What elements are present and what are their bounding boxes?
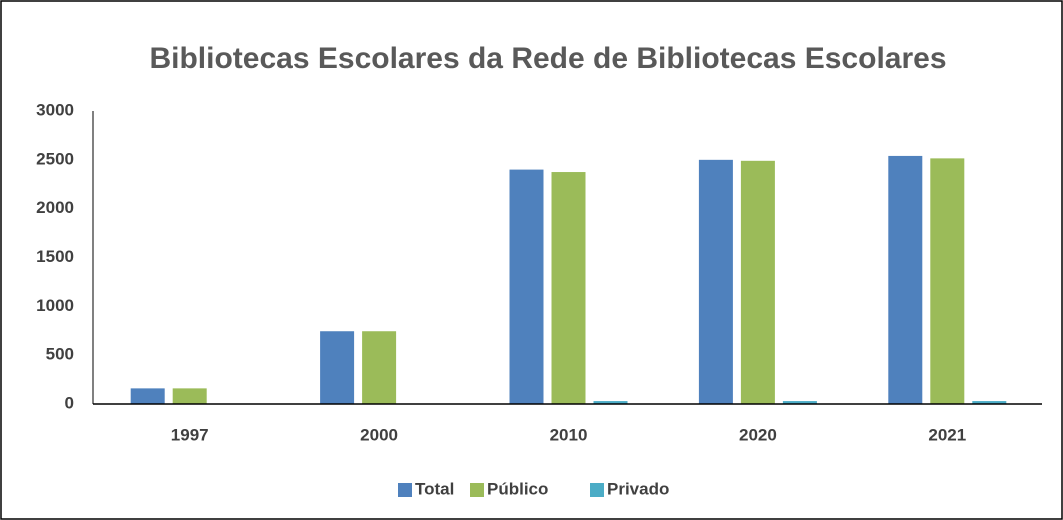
- bar: [740, 160, 775, 404]
- legend-label: Privado: [607, 479, 669, 498]
- bar: [782, 401, 817, 404]
- x-tick-label: 2000: [360, 425, 398, 444]
- bar: [130, 388, 165, 404]
- bar: [888, 155, 923, 404]
- bar: [172, 388, 207, 404]
- legend-label: Total: [415, 479, 454, 498]
- y-tick-label: 1000: [36, 296, 74, 315]
- bar: [930, 158, 965, 404]
- bar: [593, 401, 628, 404]
- chart-title: Bibliotecas Escolares da Rede de Bibliot…: [149, 42, 946, 75]
- bar: [320, 331, 355, 404]
- legend-swatch: [470, 483, 484, 497]
- bar: [509, 169, 544, 404]
- bar: [698, 159, 733, 404]
- x-tick-label: 1997: [171, 425, 209, 444]
- y-tick-label: 2000: [36, 198, 74, 217]
- legend-swatch: [590, 483, 604, 497]
- legend-label: Público: [487, 479, 548, 498]
- x-tick-label: 2020: [739, 425, 777, 444]
- y-tick-label: 500: [46, 345, 74, 364]
- y-tick-label: 2500: [36, 149, 74, 168]
- x-tick-label: 2021: [928, 425, 966, 444]
- legend-swatch: [398, 483, 412, 497]
- y-tick-label: 3000: [36, 100, 74, 119]
- y-tick-label: 0: [65, 393, 74, 412]
- bar: [972, 401, 1007, 404]
- y-tick-label: 1500: [36, 247, 74, 266]
- x-tick-label: 2010: [550, 425, 588, 444]
- bar: [551, 172, 586, 404]
- bar: [362, 331, 397, 404]
